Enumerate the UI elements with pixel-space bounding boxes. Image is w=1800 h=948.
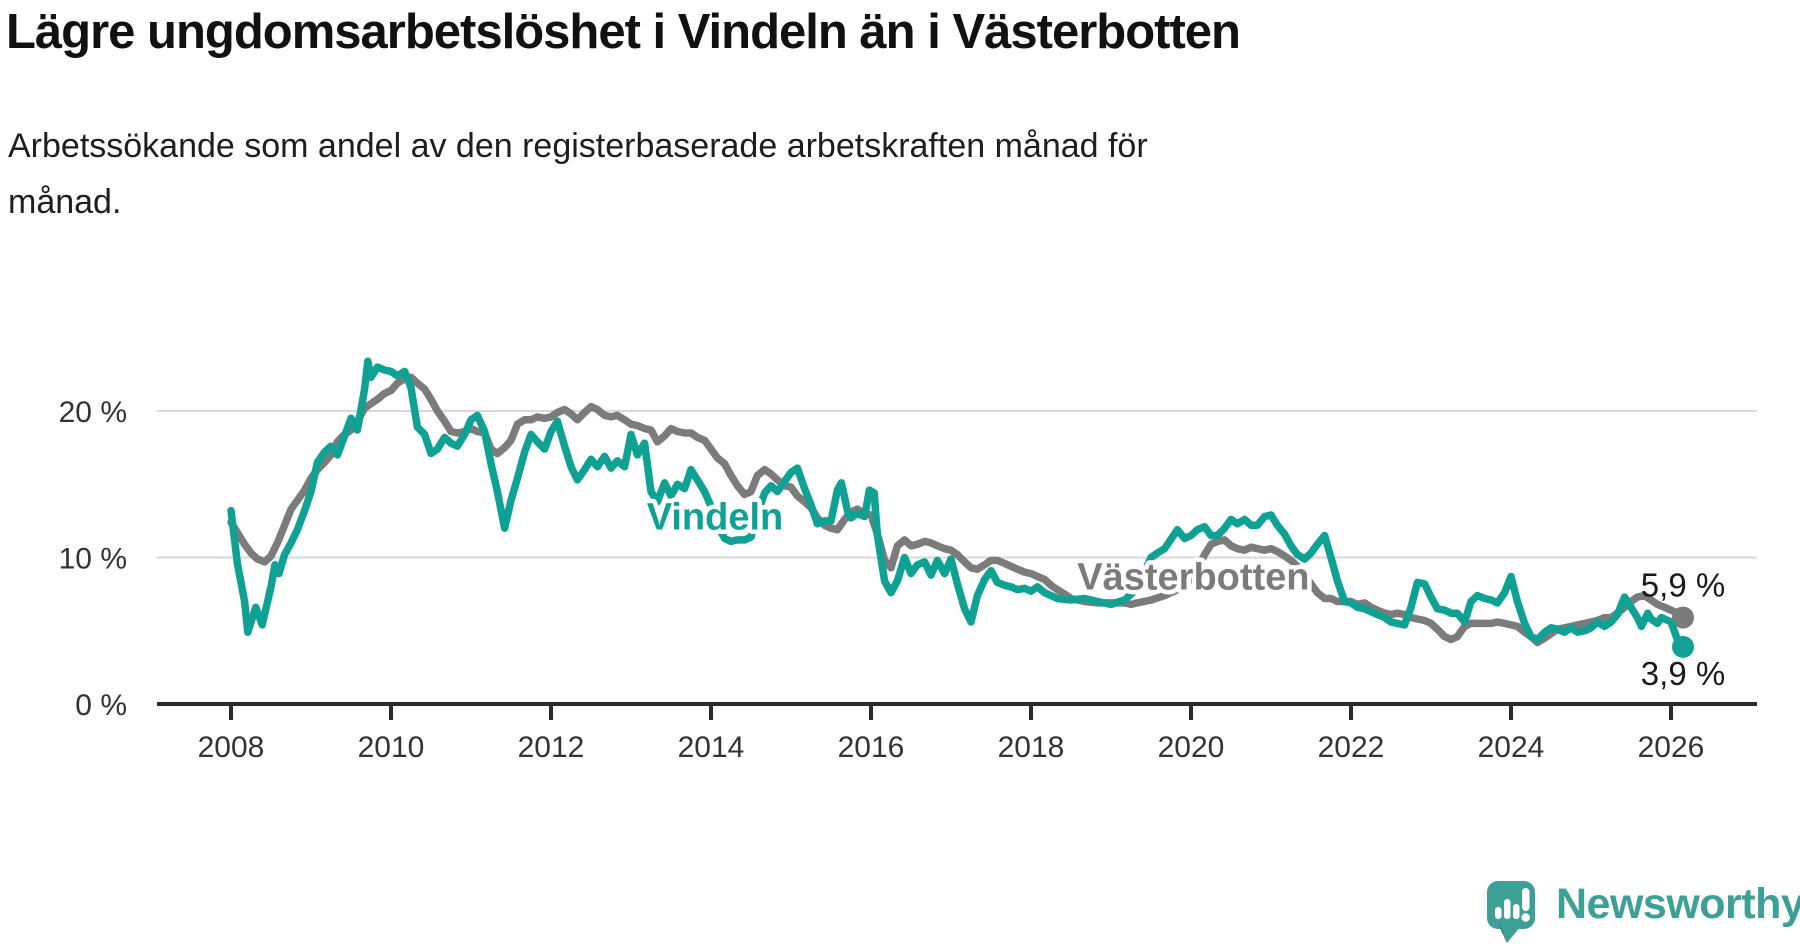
x-axis-label-2016: 2016: [838, 731, 905, 764]
series-end-dot-västerbotten: [1672, 606, 1694, 629]
series-end-dot-vindeln: [1672, 635, 1694, 658]
x-axis-label-2026: 2026: [1638, 731, 1705, 764]
y-axis-label-20: 20 %: [59, 396, 127, 429]
series-label-västerbotten: Västerbotten: [1077, 557, 1309, 599]
x-axis-label-2020: 2020: [1158, 731, 1225, 764]
newsworthy-logo-text: Newsworthy: [1556, 880, 1800, 928]
y-axis-label-0: 0 %: [75, 689, 127, 722]
series-line-vindeln: [227, 357, 1687, 651]
end-value-label-västerbotten: 5,9 %: [1641, 567, 1725, 604]
newsworthy-speech-bubble-icon: [1487, 881, 1535, 943]
page-subtitle: Arbetssökande som andel av den registerb…: [8, 127, 1148, 222]
series-line-västerbotten: [227, 373, 1687, 647]
y-axis-label-10: 10 %: [59, 543, 127, 576]
x-axis-label-2012: 2012: [518, 731, 585, 764]
page-title: Lägre ungdomsarbetslöshet i Vindeln än i…: [6, 5, 1241, 59]
x-axis-label-2014: 2014: [678, 731, 745, 764]
x-axis-label-2024: 2024: [1478, 731, 1545, 764]
series-label-vindeln: Vindeln: [647, 496, 784, 538]
newsworthy-logo: Newsworthy: [1486, 880, 1800, 946]
x-axis-label-2010: 2010: [358, 731, 425, 764]
x-axis-label-2022: 2022: [1318, 731, 1385, 764]
x-axis-label-2008: 2008: [198, 731, 265, 764]
end-value-label-vindeln: 3,9 %: [1641, 655, 1725, 692]
x-axis-label-2018: 2018: [998, 731, 1065, 764]
